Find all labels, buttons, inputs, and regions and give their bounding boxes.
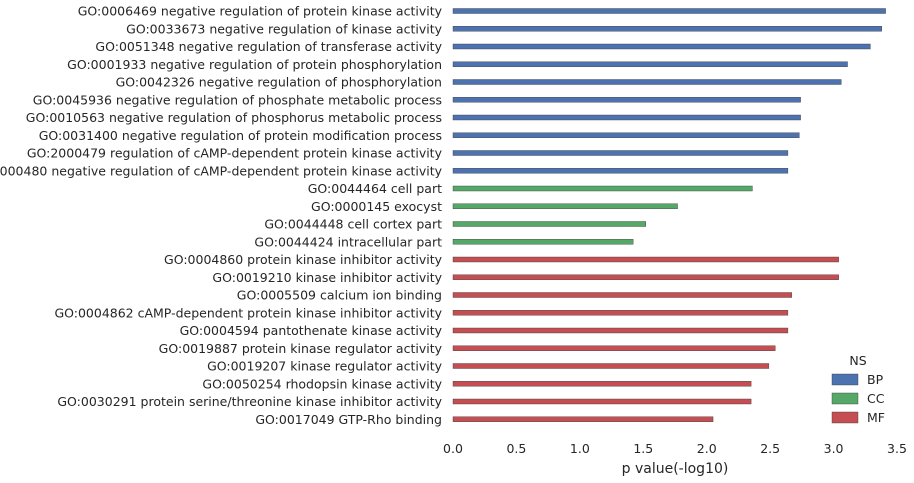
bar-bp [452, 8, 886, 14]
category-label: GO:0045936 negative regulation of phosph… [33, 92, 442, 107]
category-label: GO:0000145 exocyst [311, 199, 442, 214]
x-axis-label: p value(-log10) [622, 461, 729, 477]
category-label: GO:0019887 protein kinase regulator acti… [159, 341, 443, 356]
bar-bp [452, 61, 848, 67]
bar-cc [452, 239, 634, 245]
category-label: GO:0044464 cell part [308, 181, 442, 196]
bar-bp [452, 132, 800, 138]
bar-bp [452, 43, 871, 50]
category-label: GO:0044448 cell cortex part [264, 217, 442, 232]
bar-bp [452, 97, 801, 103]
category-label: GO:0030291 protein serine/threonine kina… [57, 394, 442, 409]
x-tick-label: 0.0 [443, 441, 463, 456]
x-tick-label: 2.0 [697, 441, 717, 456]
bar-mf [452, 363, 770, 369]
category-label: GO:0010563 negative regulation of phosph… [26, 110, 442, 125]
bar-bp [452, 168, 789, 174]
bar-mf [452, 345, 776, 351]
x-tick-label: 3.5 [887, 441, 907, 456]
bar-mf [452, 381, 752, 387]
category-label: GO:0050254 rhodopsin kinase activity [202, 376, 442, 391]
bar-mf [452, 310, 789, 316]
bar-cc [452, 221, 647, 227]
bar-mf [452, 416, 714, 422]
x-tick-label: 2.5 [760, 441, 780, 456]
category-label: GO:0005509 calcium ion binding [237, 288, 442, 303]
category-label: GO:0001933 negative regulation of protei… [67, 57, 442, 72]
bar-cc [452, 185, 753, 192]
legend-title: NS [849, 353, 866, 368]
category-labels: GO:0006469 negative regulation of protei… [0, 4, 443, 427]
category-label: GO:0031400 negative regulation of protei… [39, 128, 442, 143]
category-label: GO:0033673 negative regulation of kinase… [126, 21, 442, 36]
legend-swatch-bp [831, 373, 859, 386]
legend: NS BP CC MF [831, 353, 885, 425]
bar-mf [452, 327, 789, 334]
category-label: GO:2000480 negative regulation of cAMP-d… [0, 163, 443, 178]
category-label: GO:0019210 kinase inhibitor activity [212, 270, 442, 285]
bar-cc [452, 203, 678, 209]
category-label: GO:0044424 intracellular part [254, 234, 442, 249]
bar-mf [452, 398, 752, 405]
category-label: GO:0051348 negative regulation of transf… [95, 39, 442, 54]
category-label: GO:0017049 GTP-Rho binding [255, 412, 442, 427]
x-tick-label: 1.5 [633, 441, 653, 456]
legend-label-bp: BP [867, 372, 884, 387]
x-tick-label: 0.5 [506, 441, 526, 456]
category-label: GO:0006469 negative regulation of protei… [78, 4, 443, 19]
category-label: GO:0004594 pantothenate kinase activity [180, 323, 443, 338]
legend-swatch-mf [831, 411, 859, 424]
legend-swatch-cc [831, 392, 859, 405]
bar-bp [452, 114, 801, 121]
x-tick-label: 1.0 [570, 441, 590, 456]
category-label: GO:0019207 kinase regulator activity [207, 359, 443, 374]
bar-bp [452, 79, 842, 85]
bars-group [452, 8, 886, 422]
category-label: GO:2000479 regulation of cAMP-dependent … [27, 146, 443, 161]
bar-bp [452, 26, 882, 32]
legend-label-cc: CC [867, 391, 885, 406]
x-axis-ticks: 0.0 0.5 1.0 1.5 2.0 2.5 3.0 3.5 [443, 441, 907, 456]
category-label: GO:0004860 protein kinase inhibitor acti… [164, 252, 443, 267]
bar-mf [452, 292, 792, 298]
bar-mf [452, 274, 839, 280]
x-tick-label: 3.0 [824, 441, 844, 456]
legend-label-mf: MF [867, 410, 885, 425]
category-label: GO:0042326 negative regulation of phosph… [116, 75, 442, 90]
category-label: GO:0004862 cAMP-dependent protein kinase… [54, 305, 442, 320]
bar-mf [452, 256, 839, 263]
bar-bp [452, 150, 789, 156]
